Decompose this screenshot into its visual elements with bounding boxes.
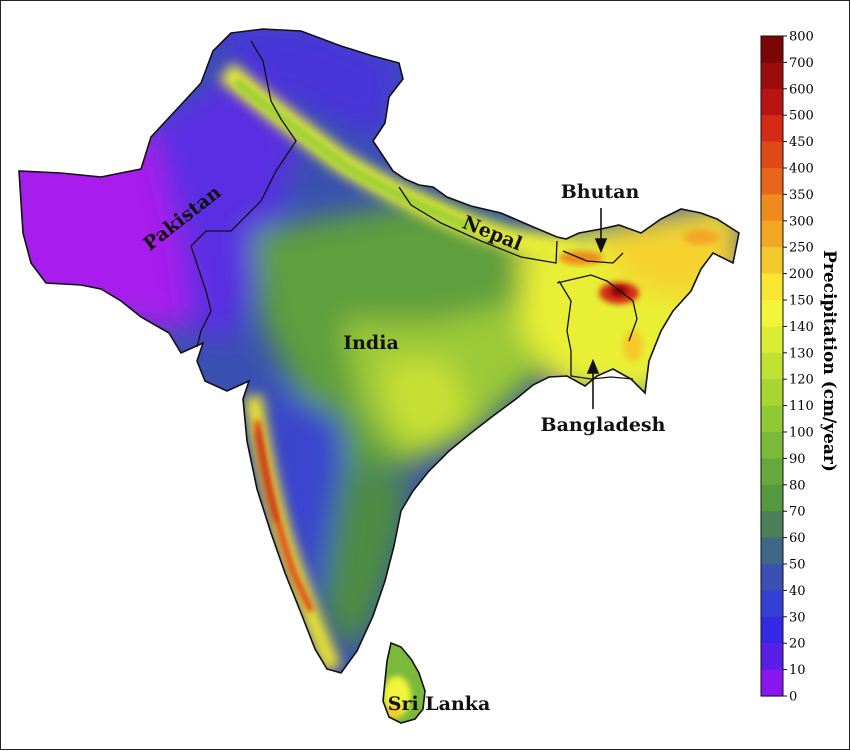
pointer-arrows — [586, 208, 608, 409]
colorbar-segment — [761, 36, 783, 63]
colorbar-segment — [761, 62, 783, 90]
colorbar-segment — [761, 194, 783, 222]
colorbar-tick-label: 90 — [789, 452, 806, 467]
colorbar-segment — [761, 141, 783, 169]
colorbar-tick-label: 450 — [789, 135, 814, 150]
colorbar-tick-label: 500 — [789, 109, 814, 124]
colorbar-segment — [761, 220, 783, 248]
colorbar-tick-label: 300 — [789, 214, 814, 229]
colorbar-tick-label: 100 — [789, 426, 814, 441]
bangladesh-border-north — [556, 274, 638, 342]
colorbar-segment — [761, 115, 783, 143]
colorbar-segment — [761, 537, 783, 565]
colorbar-segment — [761, 590, 783, 618]
colorbar-tick-label: 400 — [789, 162, 814, 177]
colorbar-segment — [761, 379, 783, 407]
colorbar: 8007006005004504003503002502001501401301… — [760, 30, 814, 705]
colorbar-title: Precipitation (cm/year) — [819, 250, 839, 472]
colorbar-segment — [761, 352, 783, 380]
colorbar-frame — [760, 35, 784, 697]
colorbar-tick-label: 150 — [789, 294, 814, 309]
colorbar-tick-label: 800 — [789, 30, 814, 45]
colorbar-segment — [761, 669, 783, 697]
bhutan-arrowhead — [594, 238, 608, 254]
colorbar-segment — [761, 273, 783, 301]
colorbar-segment — [761, 168, 783, 195]
nepal-border — [398, 186, 558, 264]
colorbar-tick-label: 110 — [789, 399, 814, 414]
colorbar-tick-label: 30 — [789, 610, 806, 625]
colorbar-segment — [761, 432, 783, 459]
colorbar-segment — [761, 88, 783, 116]
colorbar-segment — [761, 511, 783, 539]
label-bangladesh: Bangladesh — [541, 414, 666, 436]
colorbar-tick-label: 350 — [789, 188, 814, 203]
colorbar-tick-label: 10 — [789, 663, 806, 678]
colorbar-segment — [761, 643, 783, 671]
colorbar-segment — [761, 616, 783, 644]
bangladesh-border-west — [558, 280, 634, 380]
colorbar-tick-label: 200 — [789, 267, 814, 282]
bhutan-border — [562, 250, 624, 264]
colorbar-tick-label: 120 — [789, 373, 814, 388]
colorbar-tick-label: 70 — [789, 505, 806, 520]
colorbar-segment — [761, 300, 783, 327]
colorbar-tick-label: 600 — [789, 82, 814, 97]
colorbar-tick-label: 0 — [789, 690, 797, 705]
pakistan-india-border — [190, 40, 297, 348]
bangladesh-arrowhead — [586, 358, 600, 374]
label-sri-lanka: Sri Lanka — [388, 693, 491, 715]
colorbar-tick-label: 50 — [789, 558, 806, 573]
colorbar-segment — [761, 484, 783, 512]
colorbar-segment — [761, 326, 783, 354]
colorbar-tick-label: 700 — [789, 56, 814, 71]
colorbar-tick-label: 80 — [789, 478, 806, 493]
colorbar-segment — [761, 458, 783, 486]
colorbar-tick-label: 130 — [789, 346, 814, 361]
colorbar-tick-label: 250 — [789, 241, 814, 256]
sri-lanka-field — [383, 643, 425, 723]
colorbar-tick-label: 40 — [789, 584, 806, 599]
country-borders — [190, 40, 638, 380]
label-bhutan: Bhutan — [561, 181, 640, 203]
colorbar-segment — [761, 405, 783, 433]
colorbar-segment — [761, 247, 783, 275]
colorbar-tick-label: 140 — [789, 320, 814, 335]
label-india: India — [343, 332, 399, 354]
colorbar-tick-label: 60 — [789, 531, 806, 546]
colorbar-tick-label: 20 — [789, 637, 806, 652]
colorbar-segment — [761, 564, 783, 591]
